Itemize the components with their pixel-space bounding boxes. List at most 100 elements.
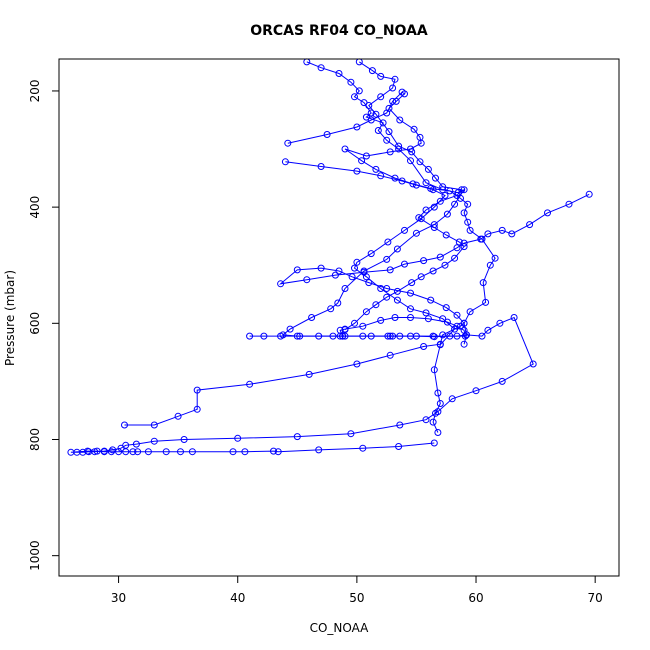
x-axis-label: CO_NOAA <box>310 621 370 635</box>
data-point <box>305 370 313 378</box>
data-point <box>115 448 123 456</box>
data-point <box>408 148 416 156</box>
data-point <box>401 260 408 268</box>
data-point <box>453 311 461 319</box>
plot-area <box>67 58 593 456</box>
data-point <box>498 226 506 234</box>
data-point <box>134 448 142 456</box>
data-point <box>277 280 285 288</box>
data-point <box>347 430 355 438</box>
data-point <box>372 110 380 118</box>
data-point <box>353 167 361 175</box>
data-point <box>229 448 237 456</box>
data-point <box>274 448 282 456</box>
data-point <box>391 75 399 83</box>
x-tick-label: 60 <box>468 591 483 605</box>
data-point <box>436 341 444 349</box>
data-point <box>374 127 382 134</box>
x-tick-label: 50 <box>349 591 364 605</box>
data-point <box>362 308 370 316</box>
x-tick-label: 40 <box>230 591 245 605</box>
data-point <box>401 90 408 98</box>
data-point <box>430 224 438 231</box>
data-point <box>412 181 420 189</box>
data-point <box>286 325 294 333</box>
data-point <box>429 267 437 275</box>
data-point <box>436 253 444 261</box>
data-point <box>351 319 358 327</box>
data-point <box>188 448 196 456</box>
data-point <box>420 257 428 265</box>
data-point <box>234 434 242 442</box>
data-point <box>478 235 486 243</box>
data-point <box>121 421 128 429</box>
data-point <box>246 332 254 340</box>
data-point <box>429 186 437 194</box>
data-point <box>508 230 516 238</box>
data-point <box>496 319 504 327</box>
data-point <box>367 116 375 124</box>
data-point <box>526 221 534 229</box>
data-point <box>353 123 361 131</box>
y-axis-label: Pressure (mbar) <box>3 270 17 366</box>
data-point <box>341 285 349 292</box>
data-point <box>362 273 370 281</box>
data-point <box>293 433 301 441</box>
data-point <box>100 448 108 456</box>
data-point <box>293 266 301 274</box>
data-point <box>441 192 449 199</box>
data-point <box>327 305 335 313</box>
data-point <box>317 163 325 170</box>
series-line <box>344 61 465 331</box>
data-point <box>281 158 289 166</box>
data-point <box>393 296 401 304</box>
data-point <box>144 448 152 456</box>
data-point <box>441 261 449 269</box>
data-point <box>241 448 249 456</box>
data-point <box>434 389 442 397</box>
data-point <box>478 332 486 340</box>
data-point <box>430 439 438 447</box>
data-point <box>132 440 140 448</box>
data-point <box>396 116 404 124</box>
data-point <box>377 93 385 101</box>
data-point <box>436 400 444 407</box>
data-point <box>389 332 397 340</box>
data-point <box>395 443 403 450</box>
data-point <box>482 298 490 306</box>
data-point <box>351 264 358 272</box>
data-point <box>386 351 394 359</box>
data-point <box>484 230 492 238</box>
data-point <box>565 200 573 208</box>
data-point <box>372 165 380 173</box>
data-point <box>359 322 367 330</box>
data-point <box>384 238 392 246</box>
data-point <box>396 332 404 340</box>
data-point <box>107 448 115 456</box>
x-tick-label: 70 <box>588 591 603 605</box>
data-point <box>334 299 342 307</box>
data-point <box>122 448 130 456</box>
data-point <box>379 119 387 127</box>
data-point <box>383 255 391 263</box>
data-point <box>420 343 428 350</box>
data-point <box>510 314 518 321</box>
axes: 30 40 50 60 70 200 400 600 800 1000 <box>28 79 603 605</box>
data-point <box>451 254 459 262</box>
data-point <box>368 67 376 75</box>
data-point <box>432 409 439 417</box>
data-point <box>336 326 344 334</box>
data-point <box>455 238 463 246</box>
data-point <box>193 405 201 413</box>
data-point <box>453 192 461 199</box>
data-point <box>443 318 451 326</box>
data-point <box>353 360 361 368</box>
data-point <box>341 145 349 153</box>
data-point <box>466 308 474 316</box>
data-point <box>358 157 366 165</box>
data-point <box>460 340 468 348</box>
data-point <box>401 226 408 234</box>
data-point <box>341 326 349 334</box>
series-line <box>124 193 590 426</box>
